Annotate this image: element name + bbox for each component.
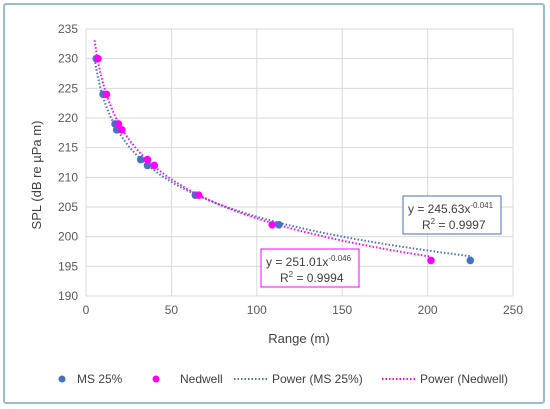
y-axis-title: SPL (dB re µPa m) [29,121,44,230]
y-tick-label: 190 [58,289,78,303]
trendlines [93,40,473,258]
x-axis-ticks: 0 50 100 150 200 250 [83,303,524,317]
point-nedwell [118,126,126,134]
legend-label-power-ms25: Power (MS 25%) [272,372,363,386]
y-tick-label: 195 [58,259,78,273]
point-ms25 [143,161,152,170]
legend: MS 25% Nedwell Power (MS 25%) Power (Ned… [58,372,508,386]
x-tick-label: 0 [83,303,90,317]
y-tick-label: 230 [58,52,78,66]
data-points [92,54,475,265]
legend-label-power-nedwell: Power (Nedwell) [420,372,508,386]
equation-box-nedwell: y = 251.01x-0.046 R2 = 0.9994 [260,248,360,288]
point-ms25 [275,221,283,229]
y-tick-label: 205 [58,200,78,214]
point-ms25 [136,155,145,164]
legend-label-ms25: MS 25% [77,372,123,386]
equation-ms25: y = 245.63x-0.041 [408,201,494,216]
y-tick-label: 225 [58,81,78,95]
point-ms25 [466,256,475,265]
equation-nedwell: y = 251.01x-0.046 [266,254,352,269]
r2-ms25: R2 = 0.9997 [422,217,486,232]
point-nedwell [268,221,276,229]
equation-box-ms25-border [402,195,502,235]
legend-marker-ms25 [58,375,66,383]
y-tick-label: 210 [58,170,78,184]
y-axis-ticks: 190 195 200 205 210 215 220 225 230 235 [58,22,78,303]
y-tick-label: 235 [58,22,78,36]
x-tick-label: 200 [418,303,438,317]
point-nedwell [143,155,152,164]
legend-marker-nedwell [152,375,160,383]
point-nedwell [114,120,123,128]
x-tick-label: 150 [332,303,352,317]
point-nedwell [427,256,435,265]
grid-lines [85,28,514,297]
y-tick-label: 200 [58,230,78,244]
point-nedwell [94,54,102,63]
point-nedwell [102,90,111,99]
x-axis-title: Range (m) [268,331,329,346]
equation-box-ms25: y = 245.63x-0.041 R2 = 0.9997 [402,195,502,235]
x-tick-label: 100 [247,303,267,317]
y-tick-label: 215 [58,141,78,155]
legend-label-nedwell: Nedwell [180,372,223,386]
point-nedwell [194,191,203,199]
equation-box-nedwell-border [260,248,360,288]
x-tick-label: 250 [503,303,523,317]
r2-nedwell: R2 = 0.9994 [280,270,344,285]
trendline-power-ms25 [93,58,473,258]
y-tick-label: 220 [58,111,78,125]
point-nedwell [150,161,159,170]
x-tick-label: 50 [165,303,179,317]
trendline-power-nedwell [93,40,432,258]
